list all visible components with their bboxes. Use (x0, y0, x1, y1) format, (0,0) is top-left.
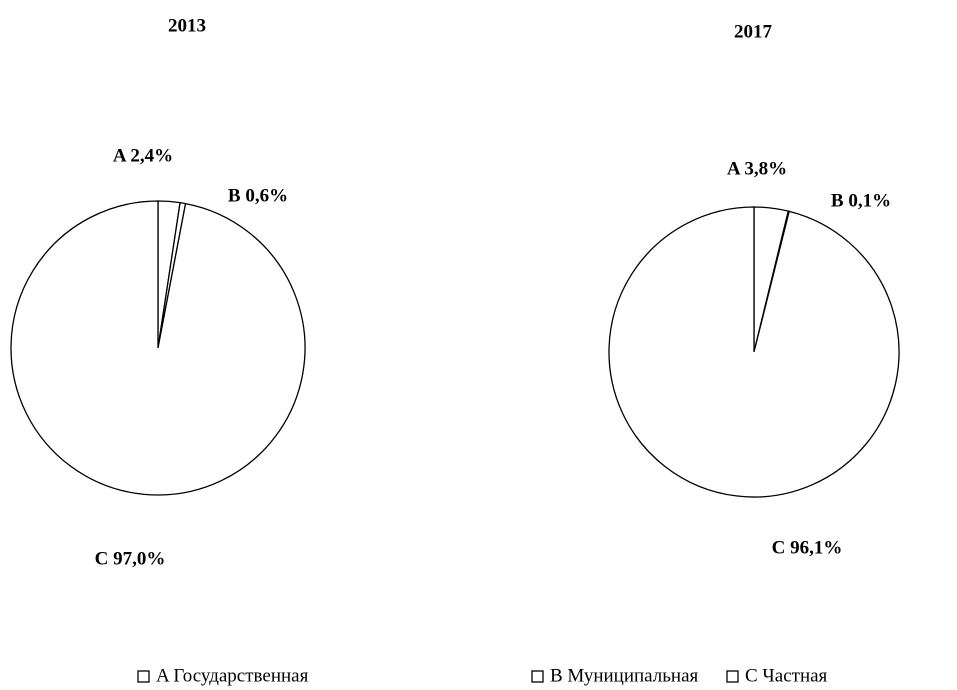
pie-slice (10, 200, 306, 496)
data-label: B 0,1% (831, 190, 891, 211)
legend-label: A Государственная (156, 665, 309, 686)
data-label: C 96,1% (772, 537, 843, 558)
legend-label: B Муниципальная (550, 665, 699, 686)
data-label: C 97,0% (95, 548, 166, 569)
chart-title: 2017 (734, 21, 773, 42)
data-label: A 2,4% (113, 145, 173, 166)
data-label: B 0,6% (228, 185, 288, 206)
chart-title: 2013 (168, 15, 206, 36)
pie-slice (608, 206, 900, 498)
legend-label: C Частная (745, 665, 828, 686)
legend-swatch (137, 670, 150, 683)
data-label: A 3,8% (727, 158, 787, 179)
legend-swatch (531, 670, 544, 683)
legend-swatch (726, 670, 739, 683)
